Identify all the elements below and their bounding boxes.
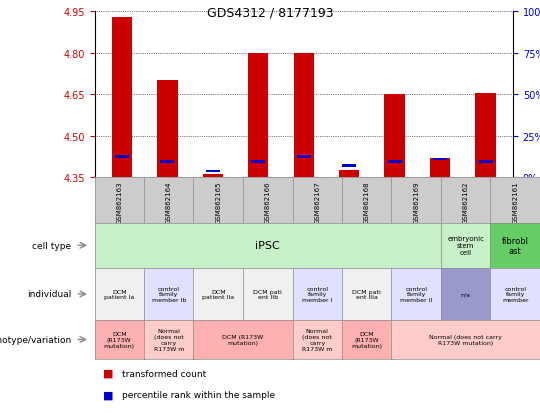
Bar — [114, 156, 129, 158]
Bar — [342, 165, 356, 167]
Text: control
family
member: control family member — [502, 286, 529, 303]
Text: GSM862166: GSM862166 — [265, 181, 271, 224]
Text: DCM
(R173W
mutation): DCM (R173W mutation) — [104, 331, 135, 348]
Text: control
family
member Ib: control family member Ib — [152, 286, 186, 303]
Bar — [433, 158, 447, 161]
Bar — [157, 81, 178, 178]
Bar — [248, 54, 268, 178]
Text: fibrobl
ast: fibrobl ast — [502, 236, 529, 255]
Text: Normal
(does not
carry
R173W m: Normal (does not carry R173W m — [302, 328, 333, 351]
Text: DCM pati
ent IIb: DCM pati ent IIb — [253, 289, 282, 300]
Bar — [478, 161, 493, 164]
Bar — [388, 161, 402, 164]
Text: control
family
member I: control family member I — [302, 286, 333, 303]
Text: GSM862163: GSM862163 — [116, 181, 122, 224]
Text: GSM862164: GSM862164 — [166, 181, 172, 223]
Text: DCM
(R173W
mutation): DCM (R173W mutation) — [351, 331, 382, 348]
Text: ■: ■ — [103, 368, 113, 378]
Text: Normal (does not carry
R173W mutation): Normal (does not carry R173W mutation) — [429, 334, 502, 345]
Text: GSM862169: GSM862169 — [413, 181, 419, 224]
Text: ■: ■ — [103, 390, 113, 400]
Text: GSM862165: GSM862165 — [215, 181, 221, 223]
Text: n/a: n/a — [461, 292, 471, 297]
Bar — [160, 161, 174, 164]
Bar — [430, 158, 450, 178]
Bar — [476, 94, 496, 178]
Text: DCM pati
ent IIIa: DCM pati ent IIIa — [353, 289, 381, 300]
Text: GSM862161: GSM862161 — [512, 181, 518, 224]
Text: cell type: cell type — [32, 241, 72, 250]
Bar — [206, 170, 220, 173]
Text: DCM (R173W
mutation): DCM (R173W mutation) — [222, 334, 264, 345]
Text: control
family
member II: control family member II — [400, 286, 433, 303]
Bar — [112, 18, 132, 178]
Text: GDS4312 / 8177193: GDS4312 / 8177193 — [207, 6, 333, 19]
Bar — [294, 54, 314, 178]
Bar — [384, 95, 405, 178]
Text: DCM
patient Ia: DCM patient Ia — [104, 289, 134, 300]
Bar — [202, 174, 223, 178]
Text: percentile rank within the sample: percentile rank within the sample — [122, 391, 275, 399]
Text: GSM862162: GSM862162 — [463, 181, 469, 223]
Text: DCM
patient IIa: DCM patient IIa — [202, 289, 234, 300]
Bar — [339, 171, 360, 178]
Text: individual: individual — [27, 290, 72, 299]
Text: GSM862167: GSM862167 — [314, 181, 320, 224]
Text: Normal
(does not
carry
R173W m: Normal (does not carry R173W m — [153, 328, 184, 351]
Text: iPSC: iPSC — [255, 241, 280, 251]
Text: embryonic
stem
cell: embryonic stem cell — [447, 236, 484, 256]
Text: genotype/variation: genotype/variation — [0, 335, 72, 344]
Bar — [251, 161, 266, 164]
Bar — [296, 156, 311, 158]
Text: transformed count: transformed count — [122, 369, 206, 377]
Text: GSM862168: GSM862168 — [364, 181, 370, 224]
